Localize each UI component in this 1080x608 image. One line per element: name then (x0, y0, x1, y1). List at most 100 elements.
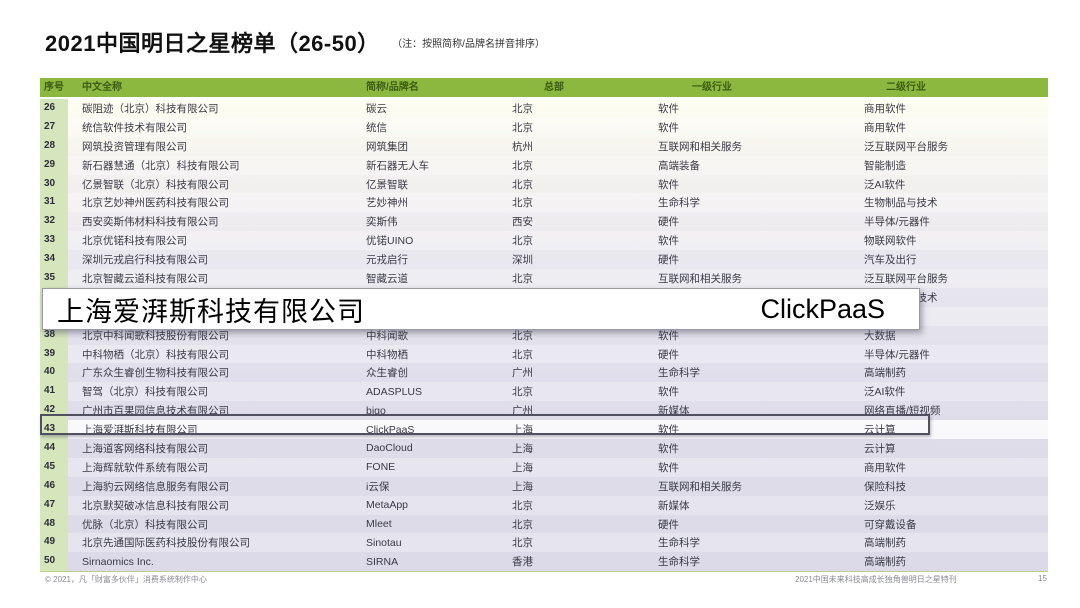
cell-hq: 北京 (512, 197, 533, 210)
cell-industry1: 生命科学 (658, 197, 700, 210)
table-row: 46 上海豹云网络信息服务有限公司 i云保 上海 互联网和相关服务 保险科技 (40, 476, 1048, 496)
footer-source: 2021中国未来科技高成长独角兽明日之星特刊 (795, 575, 957, 584)
cell-no: 34 (40, 250, 68, 270)
cell-brand: 智藏云道 (366, 272, 408, 285)
cell-no: 41 (40, 382, 68, 402)
cell-hq: 北京 (512, 329, 533, 342)
cell-industry2: 汽车及出行 (864, 254, 917, 267)
table-row: 43 上海爱湃斯科技有限公司 ClickPaaS 上海 软件 云计算 (40, 420, 1048, 440)
cell-brand: 众生睿创 (366, 367, 408, 380)
cell-no: 27 (40, 117, 68, 137)
cell-industry1: 硬件 (658, 518, 679, 531)
callout-company-name: 上海爱湃斯科技有限公司 (57, 296, 365, 327)
cell-industry1: 软件 (658, 424, 679, 437)
footer-page-number: 15 (1038, 574, 1047, 583)
table-row: 49 北京先通国际医药科技股份有限公司 Sinotau 北京 生命科学 高端制药 (40, 533, 1048, 553)
table-row: 27 统信软件技术有限公司 统信 北京 软件 商用软件 (40, 117, 1048, 137)
cell-industry2: 半导体/元器件 (864, 348, 930, 361)
cell-no: 49 (40, 533, 68, 553)
cell-industry1: 软件 (658, 461, 679, 474)
table-row: 32 西安奕斯伟材料科技有限公司 奕斯伟 西安 硬件 半导体/元器件 (40, 212, 1048, 232)
cell-industry1: 生命科学 (658, 556, 700, 569)
cell-company-name: 北京艺妙神州医药科技有限公司 (82, 197, 229, 210)
footer-copyright: © 2021，凡「财富多伙伴」消费系统制作中心 (45, 575, 207, 584)
cell-industry2: 泛AI软件 (864, 386, 906, 399)
table-row: 29 新石器慧通（北京）科技有限公司 新石器无人车 北京 高端装备 智能制造 (40, 155, 1048, 175)
table-row: 33 北京优锘科技有限公司 优锘UINO 北京 软件 物联网软件 (40, 231, 1048, 251)
cell-brand: i云保 (366, 480, 390, 493)
cell-hq: 北京 (512, 102, 533, 115)
cell-no: 50 (40, 552, 68, 572)
cell-company-name: 广州市百果园信息技术有限公司 (82, 405, 229, 418)
cell-hq: 北京 (512, 499, 533, 512)
cell-no: 48 (40, 514, 68, 534)
cell-hq: 上海 (512, 424, 533, 437)
cell-no: 46 (40, 476, 68, 496)
cell-industry2: 商用软件 (864, 461, 906, 474)
cell-industry2: 网络直播/短视频 (864, 405, 941, 418)
cell-company-name: 西安奕斯伟材料科技有限公司 (82, 216, 219, 229)
table-row: 28 网筑投资管理有限公司 网筑集团 杭州 互联网和相关服务 泛互联网平台服务 (40, 136, 1048, 156)
table-row: 44 上海道客网络科技有限公司 DaoCloud 上海 软件 云计算 (40, 439, 1048, 458)
cell-no: 28 (40, 136, 68, 156)
cell-industry2: 泛互联网平台服务 (864, 140, 948, 153)
table-row: 50 Sirnaomics Inc. SIRNA 香港 生命科学 高端制药 (40, 552, 1048, 572)
cell-company-name: 上海豹云网络信息服务有限公司 (82, 480, 229, 493)
cell-hq: 北京 (512, 272, 533, 285)
cell-company-name: 深圳元戎启行科技有限公司 (82, 254, 208, 267)
cell-brand: MetaApp (366, 499, 409, 512)
header-company-name: 中文全称 (82, 82, 122, 93)
table-row: 31 北京艺妙神州医药科技有限公司 艺妙神州 北京 生命科学 生物制品与技术 (40, 193, 1048, 213)
cell-industry1: 新媒体 (658, 405, 690, 418)
cell-industry2: 半导体/元器件 (864, 216, 930, 229)
cell-no: 30 (40, 174, 68, 194)
cell-no: 45 (40, 457, 68, 477)
cell-industry2: 云计算 (864, 442, 896, 455)
cell-industry1: 软件 (658, 329, 679, 342)
table-row: 41 智驾（北京）科技有限公司 ADASPLUS 北京 软件 泛AI软件 (40, 382, 1048, 402)
cell-industry1: 互联网和相关服务 (658, 140, 742, 153)
cell-industry2: 生物制品与技术 (864, 197, 938, 210)
cell-industry2: 保险科技 (864, 480, 906, 493)
table-row: 42 广州市百果园信息技术有限公司 bigo 广州 新媒体 网络直播/短视频 (40, 401, 1048, 421)
cell-industry1: 硬件 (658, 348, 679, 361)
table-row: 47 北京默契破冰信息科技有限公司 MetaApp 北京 新媒体 泛娱乐 (40, 495, 1048, 515)
cell-company-name: 北京智藏云道科技有限公司 (82, 272, 208, 285)
cell-hq: 上海 (512, 461, 533, 474)
cell-company-name: 智驾（北京）科技有限公司 (82, 386, 208, 399)
cell-brand: 中科闻歌 (366, 329, 408, 342)
cell-industry2: 智能制造 (864, 159, 906, 172)
cell-industry1: 生命科学 (658, 367, 700, 380)
cell-no: 43 (40, 420, 68, 440)
cell-brand: bigo (366, 404, 386, 417)
table-row: 39 中科物栖（北京）科技有限公司 中科物栖 北京 硬件 半导体/元器件 (40, 344, 1048, 364)
cell-industry2: 大数据 (864, 329, 896, 342)
cell-no: 44 (40, 439, 68, 458)
cell-hq: 深圳 (512, 254, 533, 267)
cell-brand: 优锘UINO (366, 235, 414, 248)
page-title: 2021中国明日之星榜单（26-50） (45, 31, 380, 56)
table-row: 48 优脉（北京）科技有限公司 Mleet 北京 硬件 可穿戴设备 (40, 514, 1048, 534)
cell-no: 42 (40, 401, 68, 421)
cell-industry2: 商用软件 (864, 102, 906, 115)
cell-industry1: 软件 (658, 121, 679, 134)
cell-hq: 北京 (512, 386, 533, 399)
cell-industry2: 高端制药 (864, 537, 906, 550)
table-row: 38 北京中科闻歌科技股份有限公司 中科闻歌 北京 软件 大数据 (40, 325, 1048, 345)
cell-brand: FONE (366, 461, 396, 474)
cell-brand: 网筑集团 (366, 140, 408, 153)
table-row: 35 北京智藏云道科技有限公司 智藏云道 北京 互联网和相关服务 泛互联网平台服务 (40, 269, 1048, 288)
cell-industry1: 高端装备 (658, 159, 700, 172)
cell-industry1: 软件 (658, 386, 679, 399)
cell-company-name: 碳阻迹（北京）科技有限公司 (82, 102, 219, 115)
cell-company-name: 中科物栖（北京）科技有限公司 (82, 348, 229, 361)
cell-hq: 杭州 (512, 140, 533, 153)
cell-company-name: 北京默契破冰信息科技有限公司 (82, 499, 229, 512)
cell-industry1: 软件 (658, 442, 679, 455)
table-header: 序号 中文全称 简称/品牌名 总部 一级行业 二级行业 (40, 78, 1048, 99)
title-note: （注：按照简称/品牌名拼音排序） (392, 39, 545, 50)
cell-industry2: 云计算 (864, 424, 896, 437)
cell-industry2: 高端制药 (864, 556, 906, 569)
cell-company-name: 亿景智联（北京）科技有限公司 (82, 178, 229, 191)
